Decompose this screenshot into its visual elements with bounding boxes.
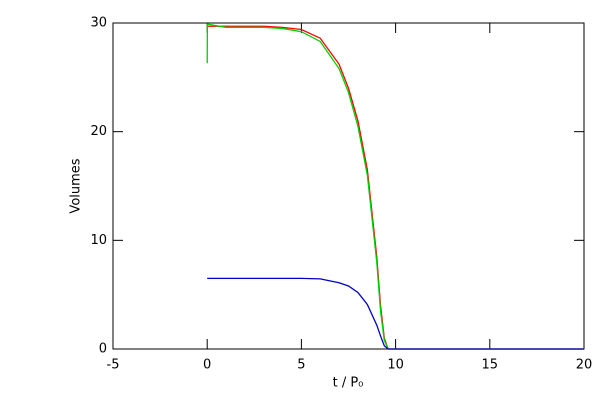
y-tick-label: 0 [99, 342, 107, 357]
x-tick-label: 0 [203, 358, 211, 373]
x-tick-label: 15 [482, 358, 499, 373]
series-line [206, 23, 584, 350]
series-line [207, 25, 584, 350]
x-tick-label: -5 [107, 358, 120, 373]
series-line [207, 277, 584, 350]
y-tick-label: 30 [90, 16, 107, 31]
x-tick-label: 20 [576, 358, 593, 373]
y-tick-label: 10 [90, 233, 107, 248]
x-tick-label: 10 [387, 358, 404, 373]
y-axis-label: Volumes [69, 158, 84, 213]
x-tick-label: 5 [297, 358, 305, 373]
plot-frame [112, 22, 585, 350]
y-tick-label: 20 [90, 124, 107, 139]
x-axis-label: t / P₀ [333, 376, 364, 391]
